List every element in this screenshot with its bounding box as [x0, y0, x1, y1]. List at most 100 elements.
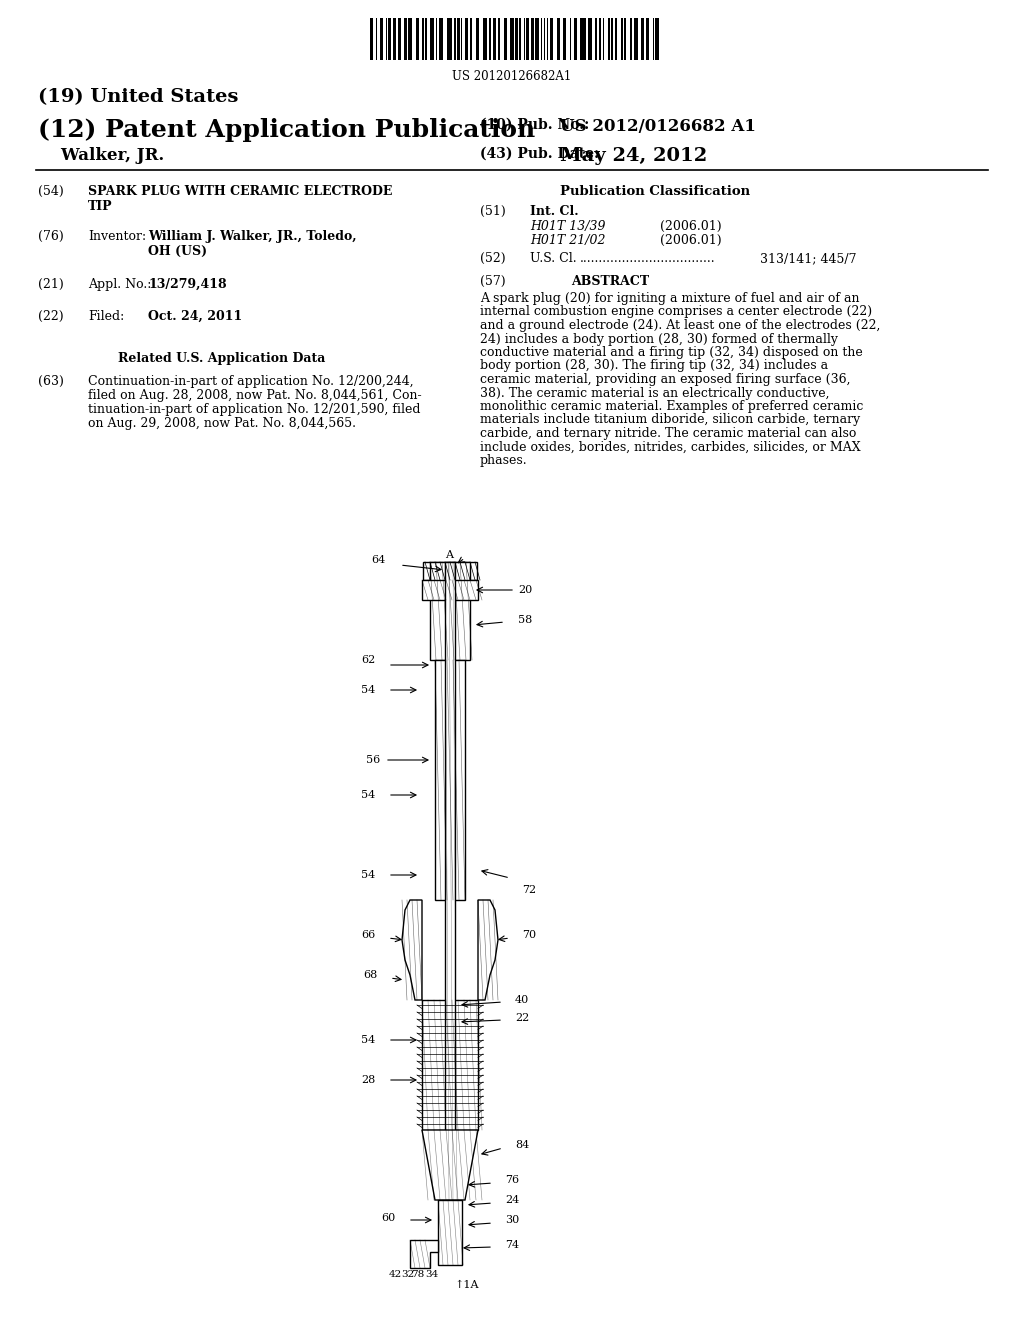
Bar: [621, 18, 623, 59]
Text: ceramic material, providing an exposed firing surface (36,: ceramic material, providing an exposed f…: [480, 374, 851, 385]
Bar: [422, 18, 424, 59]
Text: 34: 34: [425, 1270, 438, 1279]
Text: conductive material and a firing tip (32, 34) disposed on the: conductive material and a firing tip (32…: [480, 346, 863, 359]
Text: William J. Walker, JR., Toledo,: William J. Walker, JR., Toledo,: [148, 230, 356, 243]
Bar: [416, 18, 419, 59]
Text: SPARK PLUG WITH CERAMIC ELECTRODE: SPARK PLUG WITH CERAMIC ELECTRODE: [88, 185, 392, 198]
Text: 78: 78: [412, 1270, 425, 1279]
Text: filed on Aug. 28, 2008, now Pat. No. 8,044,561, Con-: filed on Aug. 28, 2008, now Pat. No. 8,0…: [88, 389, 422, 403]
Text: 60: 60: [381, 1213, 395, 1224]
Text: H01T 21/02: H01T 21/02: [530, 234, 605, 247]
Text: body portion (28, 30). The firing tip (32, 34) includes a: body portion (28, 30). The firing tip (3…: [480, 359, 828, 372]
Bar: [536, 18, 539, 59]
Text: OH (US): OH (US): [148, 246, 207, 257]
Text: (52): (52): [480, 252, 506, 265]
Bar: [438, 1200, 462, 1265]
Text: Continuation-in-part of application No. 12/200,244,: Continuation-in-part of application No. …: [88, 375, 414, 388]
Bar: [409, 18, 412, 59]
Bar: [454, 18, 456, 59]
Bar: [498, 18, 501, 59]
Text: 54: 54: [360, 1035, 375, 1045]
Text: (43) Pub. Date:: (43) Pub. Date:: [480, 147, 599, 161]
Text: (76): (76): [38, 230, 63, 243]
Text: 58: 58: [518, 615, 532, 624]
Bar: [595, 18, 597, 59]
Text: US 2012/0126682 A1: US 2012/0126682 A1: [560, 117, 756, 135]
Bar: [541, 18, 543, 59]
Bar: [574, 18, 577, 59]
Bar: [530, 18, 535, 59]
Bar: [422, 579, 478, 601]
Bar: [435, 18, 437, 59]
Text: Related U.S. Application Data: Related U.S. Application Data: [118, 352, 326, 366]
Bar: [641, 18, 644, 59]
Text: Oct. 24, 2011: Oct. 24, 2011: [148, 310, 243, 323]
Bar: [457, 18, 460, 59]
Text: (21): (21): [38, 279, 63, 290]
Polygon shape: [402, 900, 422, 1001]
Bar: [625, 18, 627, 59]
Bar: [465, 18, 468, 59]
Text: (57): (57): [480, 275, 506, 288]
Bar: [489, 18, 492, 59]
Bar: [557, 18, 560, 59]
Text: 68: 68: [364, 970, 378, 979]
Bar: [635, 18, 638, 59]
Bar: [393, 18, 395, 59]
Bar: [615, 18, 617, 59]
Bar: [602, 18, 604, 59]
Text: 20: 20: [518, 585, 532, 595]
Bar: [470, 18, 472, 59]
Text: 74: 74: [505, 1239, 519, 1250]
Text: phases.: phases.: [480, 454, 527, 467]
Bar: [504, 18, 507, 59]
Text: ...................................: ...................................: [580, 252, 716, 265]
Text: 28: 28: [360, 1074, 375, 1085]
Text: (54): (54): [38, 185, 63, 198]
Bar: [439, 18, 443, 59]
Text: (22): (22): [38, 310, 63, 323]
Bar: [370, 18, 373, 59]
Bar: [518, 18, 521, 59]
Bar: [510, 18, 514, 59]
Polygon shape: [422, 1130, 478, 1200]
Text: U.S. Cl.: U.S. Cl.: [530, 252, 577, 265]
Bar: [476, 18, 479, 59]
Text: (10) Pub. No.:: (10) Pub. No.:: [480, 117, 589, 132]
Text: 56: 56: [366, 755, 380, 766]
Text: 62: 62: [360, 655, 375, 665]
Polygon shape: [410, 1239, 438, 1269]
Text: Filed:: Filed:: [88, 310, 124, 323]
Bar: [563, 18, 566, 59]
Bar: [398, 18, 401, 59]
Text: 64: 64: [371, 554, 385, 565]
Bar: [655, 18, 659, 59]
Text: 72: 72: [522, 884, 537, 895]
Bar: [526, 18, 528, 59]
Text: 13/279,418: 13/279,418: [148, 279, 226, 290]
Text: TIP: TIP: [88, 201, 113, 213]
Text: US 20120126682A1: US 20120126682A1: [453, 70, 571, 83]
Bar: [422, 1001, 478, 1130]
Text: 66: 66: [360, 931, 375, 940]
Text: H01T 13/39: H01T 13/39: [530, 220, 605, 234]
Text: ABSTRACT: ABSTRACT: [571, 275, 649, 288]
Bar: [494, 18, 496, 59]
Bar: [580, 18, 582, 59]
Text: 76: 76: [505, 1175, 519, 1185]
Text: 24: 24: [505, 1195, 519, 1205]
Text: Publication Classification: Publication Classification: [560, 185, 751, 198]
Polygon shape: [478, 900, 498, 1001]
Text: 84: 84: [515, 1140, 529, 1150]
Text: 42: 42: [388, 1270, 401, 1279]
Text: internal combustion engine comprises a center electrode (22): internal combustion engine comprises a c…: [480, 305, 872, 318]
Text: on Aug. 29, 2008, now Pat. No. 8,044,565.: on Aug. 29, 2008, now Pat. No. 8,044,565…: [88, 417, 356, 430]
Text: 24) includes a body portion (28, 30) formed of thermally: 24) includes a body portion (28, 30) for…: [480, 333, 838, 346]
Bar: [423, 562, 477, 579]
Text: A: A: [445, 550, 453, 560]
Text: include oxides, borides, nitrides, carbides, silicides, or MAX: include oxides, borides, nitrides, carbi…: [480, 441, 860, 454]
Text: Int. Cl.: Int. Cl.: [530, 205, 579, 218]
Bar: [445, 562, 455, 1200]
Bar: [630, 18, 632, 59]
Bar: [608, 18, 610, 59]
